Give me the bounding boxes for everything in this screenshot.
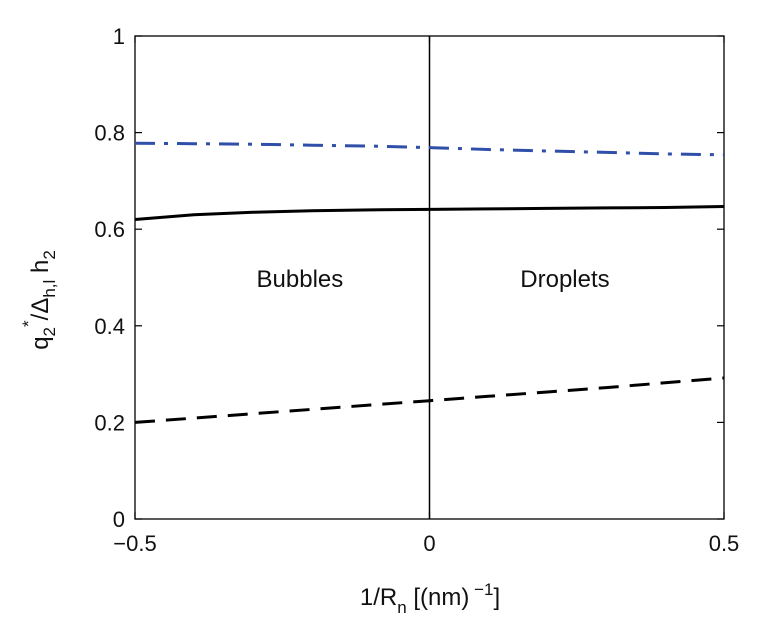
series-line-dashed [134,376,725,424]
x-label-unit: [(nm) [407,584,470,611]
y-label-delta: /Δ [27,298,54,321]
x-label-superscript: −1 [469,580,493,599]
y-label-star: * [19,320,38,327]
x-label-main: 1/R [360,584,397,611]
y-label-q: q [27,336,54,349]
plot-area [134,35,725,520]
x-tick-label: 0.5 [709,531,740,556]
y-tick-label: 0 [113,507,125,532]
annotation-layer: Bubbles Droplets [257,266,610,293]
y-axis-label: q2*/Δh,l h2 [19,250,59,350]
series-line-dashdot [134,141,725,157]
series-line-solid [134,205,725,221]
y-tick-label: 1 [113,24,125,49]
y-label-sub-hl: h,l [40,280,59,298]
x-tick-label: 0 [423,531,435,556]
tick-layer: 00.20.40.60.81−0.5 0 0.5 [94,24,739,556]
y-label-sub-h2: 2 [40,250,59,259]
y-tick-label: 0.6 [94,217,125,242]
y-label-h: h [27,260,54,280]
x-label-close: ] [493,584,500,611]
y-tick-label: 0.8 [94,121,125,146]
annotation-droplets: Droplets [520,266,609,293]
y-tick-label: 0.4 [94,314,125,339]
x-label-subscript: n [397,598,406,617]
y-tick-label: 0.2 [94,410,125,435]
x-tick-label: −0.5 [113,531,156,556]
series-layer [134,141,725,424]
y-label-sub-2: 2 [40,327,59,336]
annotation-bubbles: Bubbles [257,266,344,293]
x-axis-label: 1/Rn [(nm) −1] [360,580,500,617]
